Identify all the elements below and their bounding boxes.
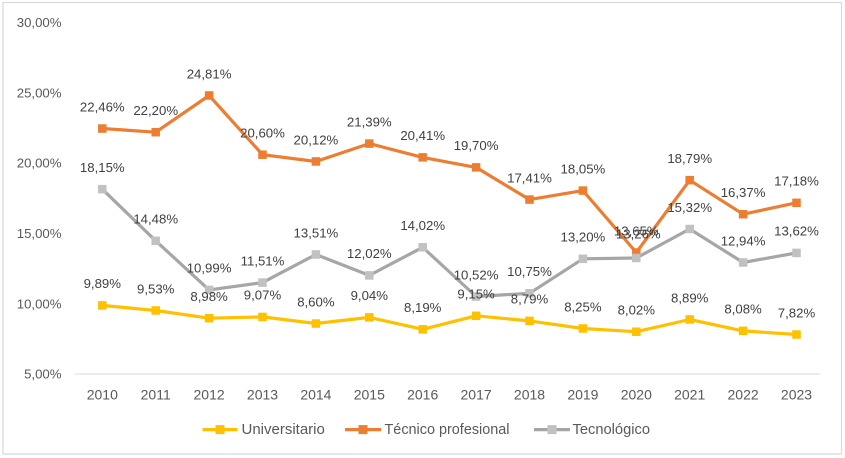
svg-text:12,94%: 12,94%	[721, 233, 766, 248]
svg-text:11,51%: 11,51%	[241, 253, 285, 268]
svg-text:9,07%: 9,07%	[244, 288, 282, 303]
svg-text:10,75%: 10,75%	[507, 264, 552, 279]
svg-text:2022: 2022	[728, 387, 759, 403]
svg-text:8,79%: 8,79%	[511, 292, 549, 307]
svg-text:10,52%: 10,52%	[454, 267, 499, 282]
svg-text:24,81%: 24,81%	[187, 66, 232, 81]
svg-text:22,46%: 22,46%	[80, 99, 125, 114]
svg-text:20,12%: 20,12%	[294, 132, 339, 147]
svg-text:2016: 2016	[407, 387, 438, 403]
svg-text:14,48%: 14,48%	[133, 212, 178, 227]
svg-text:8,60%: 8,60%	[297, 294, 335, 309]
svg-text:2018: 2018	[514, 387, 545, 403]
svg-text:8,19%: 8,19%	[404, 300, 442, 315]
svg-text:19,70%: 19,70%	[454, 138, 499, 153]
svg-text:8,08%: 8,08%	[724, 302, 762, 317]
svg-text:9,04%: 9,04%	[351, 288, 389, 303]
svg-text:25,00%: 25,00%	[17, 85, 62, 100]
svg-text:10,99%: 10,99%	[187, 261, 232, 276]
svg-text:Universitario: Universitario	[242, 421, 325, 438]
svg-text:2011: 2011	[141, 387, 171, 403]
svg-text:21,39%: 21,39%	[347, 114, 392, 129]
svg-text:2021: 2021	[674, 387, 705, 403]
svg-text:13,65%: 13,65%	[614, 223, 659, 238]
svg-text:16,37%: 16,37%	[721, 185, 766, 200]
svg-text:18,15%: 18,15%	[80, 160, 125, 175]
svg-text:2020: 2020	[621, 387, 652, 403]
svg-text:18,05%: 18,05%	[561, 161, 606, 176]
svg-text:2010: 2010	[87, 387, 118, 403]
svg-text:20,00%: 20,00%	[17, 156, 62, 171]
svg-text:13,62%: 13,62%	[774, 224, 819, 239]
svg-text:13,51%: 13,51%	[294, 225, 339, 240]
svg-text:17,41%: 17,41%	[507, 170, 552, 185]
svg-text:2015: 2015	[354, 387, 385, 403]
svg-text:9,89%: 9,89%	[84, 276, 122, 291]
svg-text:20,41%: 20,41%	[400, 128, 445, 143]
svg-text:5,00%: 5,00%	[24, 367, 62, 382]
svg-text:15,00%: 15,00%	[17, 226, 62, 241]
svg-text:9,15%: 9,15%	[457, 287, 495, 302]
svg-text:2013: 2013	[247, 387, 278, 403]
svg-text:2019: 2019	[567, 387, 598, 403]
svg-text:13,26%: 13,26%	[616, 227, 661, 242]
svg-text:8,98%: 8,98%	[190, 289, 228, 304]
svg-text:2023: 2023	[781, 387, 812, 403]
svg-text:8,25%: 8,25%	[564, 299, 602, 314]
svg-text:20,60%: 20,60%	[240, 126, 285, 141]
svg-text:Técnico profesional: Técnico profesional	[385, 421, 510, 438]
svg-text:2017: 2017	[461, 387, 492, 403]
svg-text:14,02%: 14,02%	[400, 218, 445, 233]
svg-text:22,20%: 22,20%	[133, 103, 178, 118]
svg-text:10,00%: 10,00%	[17, 296, 62, 311]
svg-text:7,82%: 7,82%	[778, 305, 816, 320]
svg-text:15,32%: 15,32%	[667, 200, 712, 215]
svg-text:18,79%: 18,79%	[667, 151, 712, 166]
svg-text:30,00%: 30,00%	[17, 15, 62, 30]
svg-text:8,02%: 8,02%	[618, 303, 656, 318]
svg-text:Tecnológico: Tecnológico	[573, 421, 651, 438]
svg-text:17,18%: 17,18%	[774, 174, 819, 189]
svg-text:13,20%: 13,20%	[561, 230, 606, 245]
svg-text:2014: 2014	[300, 387, 331, 403]
svg-text:8,89%: 8,89%	[671, 290, 709, 305]
svg-text:2012: 2012	[194, 387, 225, 403]
svg-text:12,02%: 12,02%	[347, 246, 392, 261]
svg-text:9,53%: 9,53%	[137, 281, 175, 296]
